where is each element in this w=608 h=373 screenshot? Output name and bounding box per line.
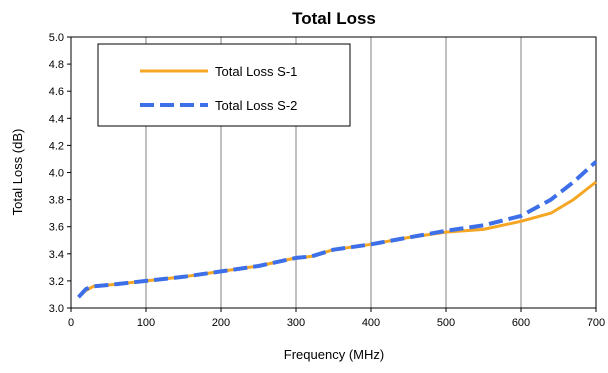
series-lines — [77, 160, 598, 299]
y-tick-label: 4.6 — [49, 86, 64, 98]
legend-box — [97, 43, 351, 127]
y-tick-label: 4.8 — [49, 59, 64, 71]
legend: Total Loss S-1 Total Loss S-2 — [97, 43, 351, 127]
y-axis-label: Total Loss (dB) — [10, 129, 25, 216]
x-tick-label: 400 — [362, 317, 380, 329]
legend-label-s2: Total Loss S-2 — [215, 98, 297, 113]
x-tick-label: 200 — [212, 317, 230, 329]
y-tick-label: 5.0 — [49, 32, 64, 44]
x-axis-label: Frequency (MHz) — [284, 347, 384, 362]
axis-ticks: 0 100 200 300 400 500 600 700 3.0 3.2 3.4 3.6 3.8 4.0… — [49, 32, 605, 329]
y-tick-label: 4.0 — [49, 168, 64, 180]
y-tick-label: 4.2 — [49, 140, 64, 152]
x-tick-label: 600 — [512, 317, 530, 329]
x-tick-label: 300 — [287, 317, 305, 329]
series-line-1 — [77, 180, 597, 299]
chart-title: Total Loss — [292, 9, 376, 28]
series-line-2 — [77, 160, 598, 299]
x-tick-label: 700 — [587, 317, 605, 329]
x-tick-label: 100 — [137, 317, 155, 329]
y-tick-label: 4.4 — [49, 113, 64, 125]
y-tick-label: 3.2 — [49, 276, 64, 288]
y-tick-label: 3.4 — [49, 249, 64, 261]
x-tick-label: 0 — [68, 317, 74, 329]
y-tick-label: 3.8 — [49, 195, 64, 207]
y-tick-label: 3.0 — [49, 303, 64, 315]
x-tick-label: 500 — [437, 317, 455, 329]
y-tick-label: 3.6 — [49, 222, 64, 234]
legend-label-s1: Total Loss S-1 — [215, 64, 297, 79]
